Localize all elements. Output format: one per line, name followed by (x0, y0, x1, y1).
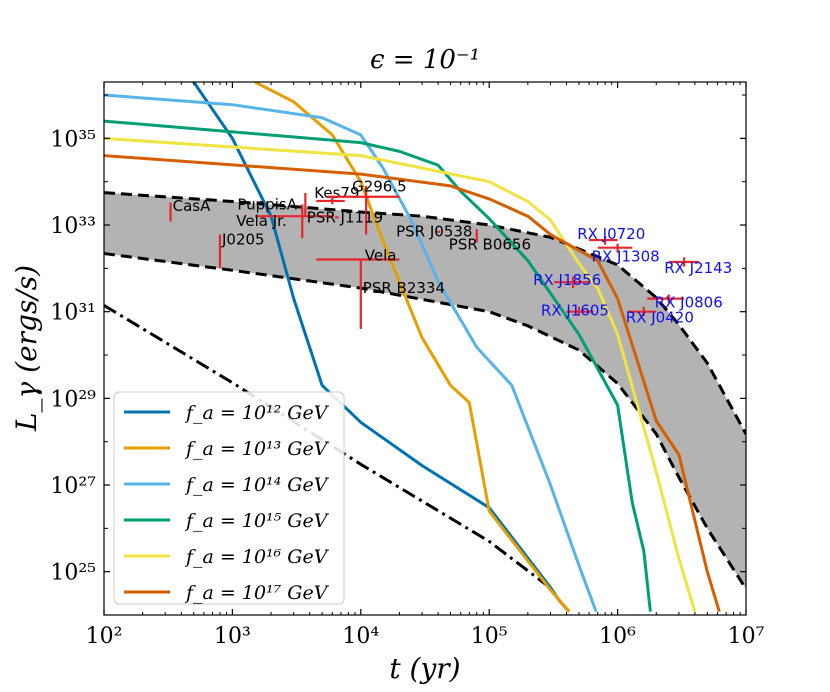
legend-entry: f_a = 10¹⁵ GeV (124, 510, 330, 532)
band-upper-boundary (104, 191, 746, 435)
y-tick-label: 10³¹ (50, 301, 96, 326)
pulsar-label: RX J1308 (592, 248, 660, 266)
x-axis-label: t (yr) (389, 652, 460, 685)
legend-label: f_a = 10¹⁷ GeV (184, 582, 330, 604)
pulsar-g296-5: G296.5 (327, 178, 407, 235)
pulsar-label: PSR B0656 (449, 236, 531, 254)
chart-title: ϵ = 10⁻¹ (370, 45, 480, 75)
pulsar-label: RX J1856 (533, 271, 601, 289)
x-tick-label: 10⁵ (471, 624, 508, 649)
legend-label: f_a = 10¹³ GeV (184, 438, 330, 460)
y-tick-label: 10³³ (50, 214, 96, 239)
pulsar-rx-j0720: RX J0720 (577, 225, 645, 245)
legend-entry: f_a = 10¹⁷ GeV (124, 582, 330, 604)
y-axis-label: L_γ (ergs/s) (10, 265, 43, 432)
pulsar-label: RX J2143 (664, 259, 732, 277)
series-line-4 (104, 119, 652, 612)
y-tick-label: 10²⁷ (50, 474, 96, 499)
band-fill (104, 192, 746, 589)
pulsar-rx-j1308: RX J1308 (592, 243, 660, 266)
pulsar-puppisa: PuppisA (237, 192, 307, 217)
x-tick-label: 10⁶ (599, 624, 636, 649)
legend-label: f_a = 10¹⁴ GeV (184, 474, 330, 496)
legend-entry: f_a = 10¹³ GeV (124, 438, 330, 460)
legend-entry: f_a = 10¹⁴ GeV (124, 474, 330, 496)
legend: f_a = 10¹² GeV f_a = 10¹³ GeV f_a = 10¹⁴ G… (113, 391, 345, 605)
legend-label: f_a = 10¹⁶ GeV (184, 546, 330, 568)
pulsar-label: RX J0806 (655, 294, 723, 312)
y-tick-label: 10²⁵ (50, 561, 96, 586)
legend-entry: f_a = 10¹⁶ GeV (124, 546, 330, 568)
pulsar-label: Vela (365, 247, 397, 265)
pulsar-rx-j1605: RX J1605 (541, 302, 609, 320)
x-tick-label: 10⁴ (342, 624, 379, 649)
x-tick-label: 10² (86, 624, 123, 649)
x-tick-label: 10³ (214, 624, 251, 649)
series-line-6 (104, 154, 721, 613)
pulsar-label: PuppisA (237, 195, 297, 213)
series-line-2 (254, 82, 571, 613)
pulsar-psr-j0538: PSR J0538 (396, 223, 472, 241)
pulsar-label: PSR J1119 (307, 208, 383, 226)
plot-frame (103, 81, 747, 616)
x-tick-label: 10⁷ (728, 624, 765, 649)
pulsar-rx-j2143: RX J2143 (664, 257, 732, 277)
pulsar-label: RX J0720 (577, 225, 645, 243)
legend-label: f_a = 10¹⁵ GeV (184, 510, 330, 532)
pulsar-label: J0205 (221, 231, 265, 249)
series-line-5 (104, 136, 697, 613)
pulsar-psr-j1119: PSR J1119 (307, 208, 383, 226)
y-tick-label: 10³⁵ (50, 127, 96, 152)
axis-layer: 10² 10³ 10⁴ 10⁵ 10⁶ 10⁷ 10²⁵ 10²⁷ 10²⁹ 10³¹ 10³³ 10… (50, 82, 765, 649)
pulsar-j0205: J0205 (218, 231, 265, 269)
pulsar-rx-j1856: RX J1856 (533, 271, 601, 289)
y-tick-label: 10²⁹ (50, 387, 96, 412)
pulsar-label: RX J0420 (626, 309, 694, 327)
series-layer (104, 82, 721, 613)
series-line-3 (104, 93, 598, 613)
pulsar-rx-j0806: RX J0806 (647, 294, 723, 312)
legend-entry: f_a = 10¹² GeV (124, 402, 330, 424)
pulsar-rx-j0420: RX J0420 (626, 306, 694, 327)
pulsar-label: PSR B2334 (363, 279, 445, 297)
legend-label: f_a = 10¹² GeV (184, 402, 330, 424)
pulsar-label: Vela Jr. (236, 212, 286, 230)
pulsar-vela: Vela (316, 247, 400, 265)
pulsar-label: CasA (173, 197, 211, 215)
legend-box (113, 391, 345, 605)
pulsar-label: G296.5 (352, 178, 407, 196)
pulsar-casa: CasA (169, 197, 211, 222)
pulsar-vela-jr: Vela Jr. (236, 204, 333, 239)
pulsar-label: PSR J0538 (396, 223, 472, 241)
pulsar-label: RX J1605 (541, 302, 609, 320)
pulsar-psr-b2334: PSR B2334 (359, 259, 445, 329)
pulsar-psr-b0656: PSR B0656 (449, 229, 531, 254)
